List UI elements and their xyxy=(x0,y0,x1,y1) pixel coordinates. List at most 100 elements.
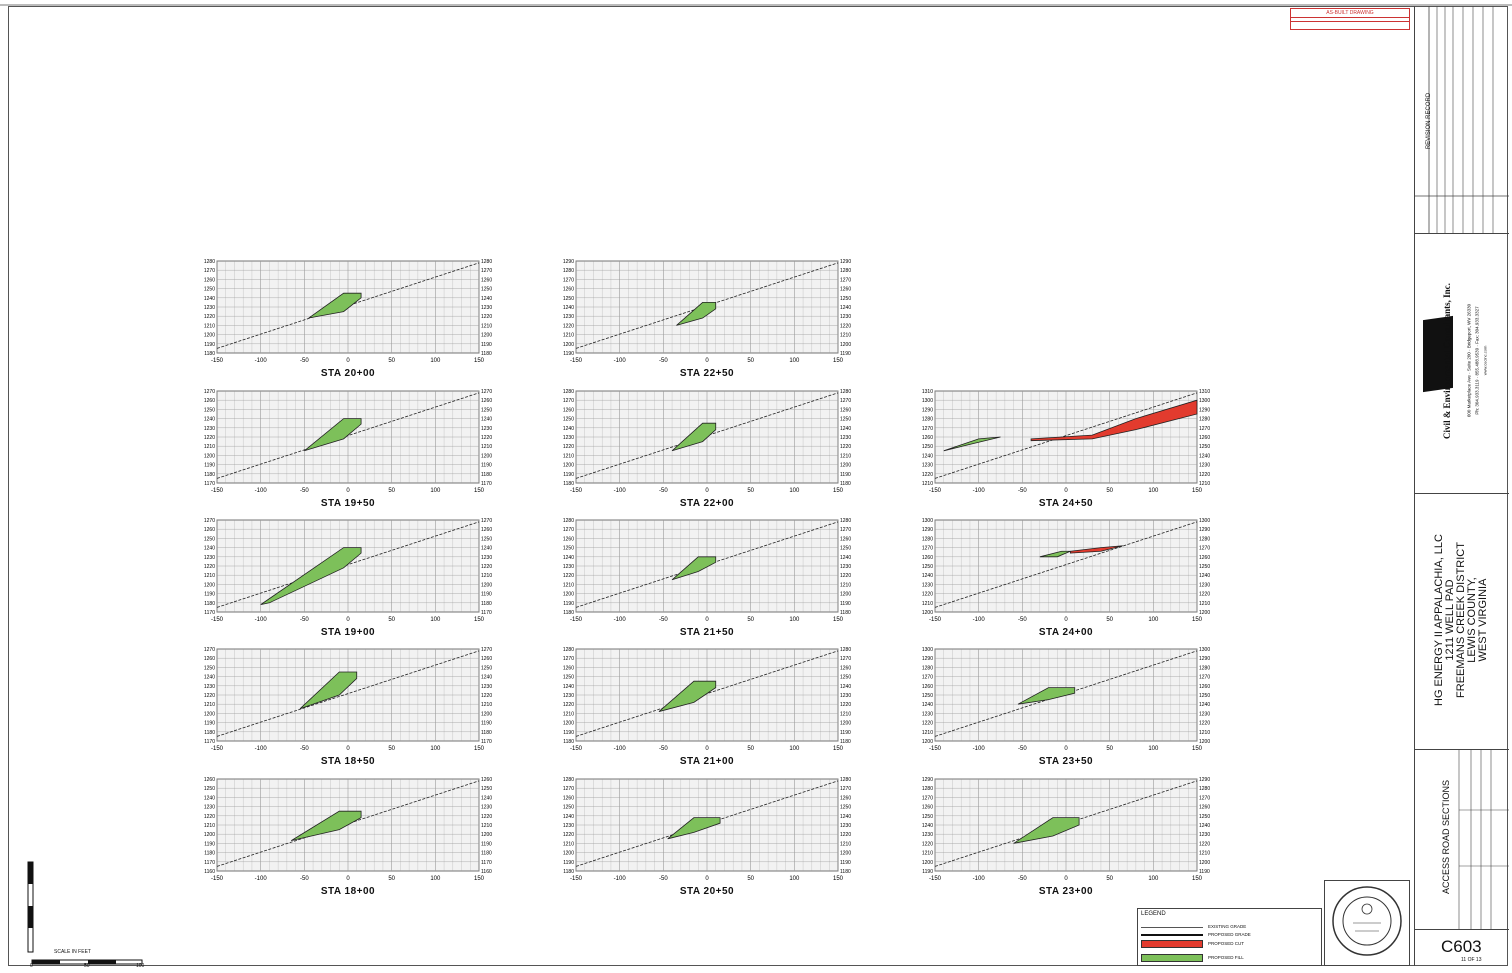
station-label: STA 18+50 xyxy=(320,756,376,767)
elev-tick-left: 1230 xyxy=(563,693,574,699)
elev-tick-right: 1180 xyxy=(840,610,851,616)
elev-tick-left: 1200 xyxy=(563,463,574,469)
elev-tick-right: 1240 xyxy=(1199,702,1210,708)
station-label: STA 23+50 xyxy=(1038,756,1094,767)
elev-tick-right: 1250 xyxy=(840,296,851,302)
elev-tick-right: 1240 xyxy=(840,555,851,561)
stamp-line xyxy=(1291,21,1409,22)
station-offset-tick: 0 xyxy=(346,876,350,882)
elev-tick-left: 1230 xyxy=(204,684,215,690)
elev-tick-left: 1250 xyxy=(563,296,574,302)
elev-tick-right: 1260 xyxy=(1199,684,1210,690)
station-label: STA 22+50 xyxy=(679,368,735,379)
elev-tick-right: 1210 xyxy=(840,453,851,459)
station-offset-tick: 0 xyxy=(346,488,350,494)
elev-tick-left: 1200 xyxy=(563,592,574,598)
elev-tick-left: 1240 xyxy=(563,555,574,561)
legend-label: EXISTING GRADE xyxy=(1208,924,1247,929)
station-offset-tick: -100 xyxy=(255,876,268,882)
station-offset-tick: -50 xyxy=(1018,488,1027,494)
elev-tick-right: 1270 xyxy=(840,786,851,792)
station-offset-tick: -150 xyxy=(211,358,224,364)
station-label: STA 21+00 xyxy=(679,756,735,767)
elev-tick-left: 1260 xyxy=(563,536,574,542)
station-offset-tick: -50 xyxy=(300,876,309,882)
elev-tick-left: 1220 xyxy=(922,841,933,847)
elev-tick-left: 1220 xyxy=(563,573,574,579)
section-chart: 1280 1280 1270 1270 1260 1260 1250 1250 1240 1240… xyxy=(204,259,492,364)
elev-tick-right: 1220 xyxy=(481,693,492,699)
elev-tick-right: 1270 xyxy=(481,518,492,524)
elev-tick-right: 1210 xyxy=(481,444,492,450)
revision-table xyxy=(1415,6,1509,234)
station-offset-tick: 0 xyxy=(705,746,709,752)
elev-tick-left: 1260 xyxy=(204,656,215,662)
elev-tick-left: 1260 xyxy=(563,665,574,671)
station-offset-tick: 150 xyxy=(833,358,844,364)
station-offset-tick: -100 xyxy=(614,746,627,752)
section-panel: 1270 1270 1260 1260 1250 1250 1240 1240 1230 1230… xyxy=(189,385,507,513)
elev-tick-left: 1270 xyxy=(563,398,574,404)
station-offset-tick: 50 xyxy=(747,488,754,494)
legend-title: LEGEND xyxy=(1141,911,1166,917)
elev-tick-right: 1250 xyxy=(840,675,851,681)
existing-grade-line xyxy=(934,392,1198,479)
elev-tick-left: 1210 xyxy=(922,730,933,736)
elev-tick-left: 1270 xyxy=(922,675,933,681)
station-offset-tick: 50 xyxy=(747,617,754,623)
station-offset-tick: 100 xyxy=(1148,617,1159,623)
station-offset-tick: 100 xyxy=(1148,746,1159,752)
as-built-stamp: AS-BUILT DRAWING xyxy=(1290,8,1410,30)
station-offset-tick: -150 xyxy=(570,488,583,494)
elev-tick-right: 1190 xyxy=(840,601,851,607)
elev-tick-right: 1220 xyxy=(1199,721,1210,727)
elev-tick-right: 1230 xyxy=(840,693,851,699)
elev-tick-right: 1190 xyxy=(481,463,492,469)
station-offset-tick: 150 xyxy=(1192,488,1203,494)
elev-tick-right: 1210 xyxy=(481,573,492,579)
elev-tick-right: 1200 xyxy=(481,711,492,717)
elev-tick-left: 1300 xyxy=(922,398,933,404)
elev-tick-left: 1300 xyxy=(922,518,933,524)
elev-tick-left: 1260 xyxy=(563,287,574,293)
elev-tick-left: 1210 xyxy=(563,841,574,847)
elev-tick-left: 1270 xyxy=(204,518,215,524)
elev-tick-right: 1310 xyxy=(1199,389,1210,395)
proposed-fill-area xyxy=(671,422,717,452)
proposed-fill-area xyxy=(658,680,717,712)
section-panel: 1270 1270 1260 1260 1250 1250 1240 1240 1230 1230… xyxy=(189,643,507,771)
elev-tick-left: 1230 xyxy=(204,555,215,561)
elev-tick-left: 1180 xyxy=(204,472,215,478)
elev-tick-left: 1190 xyxy=(922,869,933,875)
proposed-fill-area xyxy=(1017,687,1076,705)
station-offset-tick: 150 xyxy=(474,358,485,364)
elev-tick-left: 1210 xyxy=(922,601,933,607)
elev-tick-right: 1220 xyxy=(840,323,851,329)
elev-tick-left: 1260 xyxy=(204,777,215,783)
section-chart: 1280 1280 1270 1270 1260 1260 1250 1250 1240 1240… xyxy=(563,389,851,494)
elev-tick-right: 1250 xyxy=(1199,814,1210,820)
elev-tick-left: 1250 xyxy=(204,287,215,293)
elev-tick-right: 1240 xyxy=(481,296,492,302)
elev-tick-left: 1270 xyxy=(922,426,933,432)
elev-tick-right: 1200 xyxy=(481,582,492,588)
elev-tick-right: 1240 xyxy=(481,417,492,423)
elev-tick-right: 1230 xyxy=(481,426,492,432)
elev-tick-right: 1190 xyxy=(840,472,851,478)
station-offset-tick: 50 xyxy=(1106,488,1113,494)
elev-tick-right: 1220 xyxy=(840,702,851,708)
station-offset-tick: -50 xyxy=(659,617,668,623)
elev-tick-left: 1230 xyxy=(922,711,933,717)
section-panel: 1290 1290 1280 1280 1270 1270 1260 1260 1250 1250… xyxy=(548,255,866,383)
station-offset-tick: -150 xyxy=(211,746,224,752)
elev-tick-right: 1260 xyxy=(840,536,851,542)
elev-tick-right: 1200 xyxy=(481,333,492,339)
elev-tick-left: 1240 xyxy=(563,305,574,311)
elev-tick-right: 1190 xyxy=(840,351,851,357)
elev-tick-left: 1250 xyxy=(204,536,215,542)
elev-tick-right: 1270 xyxy=(840,277,851,283)
scale-bar: SCALE IN FEET 0 50 100 xyxy=(18,860,158,969)
elev-tick-left: 1290 xyxy=(922,777,933,783)
elev-tick-left: 1240 xyxy=(204,296,215,302)
elev-tick-left: 1250 xyxy=(922,444,933,450)
